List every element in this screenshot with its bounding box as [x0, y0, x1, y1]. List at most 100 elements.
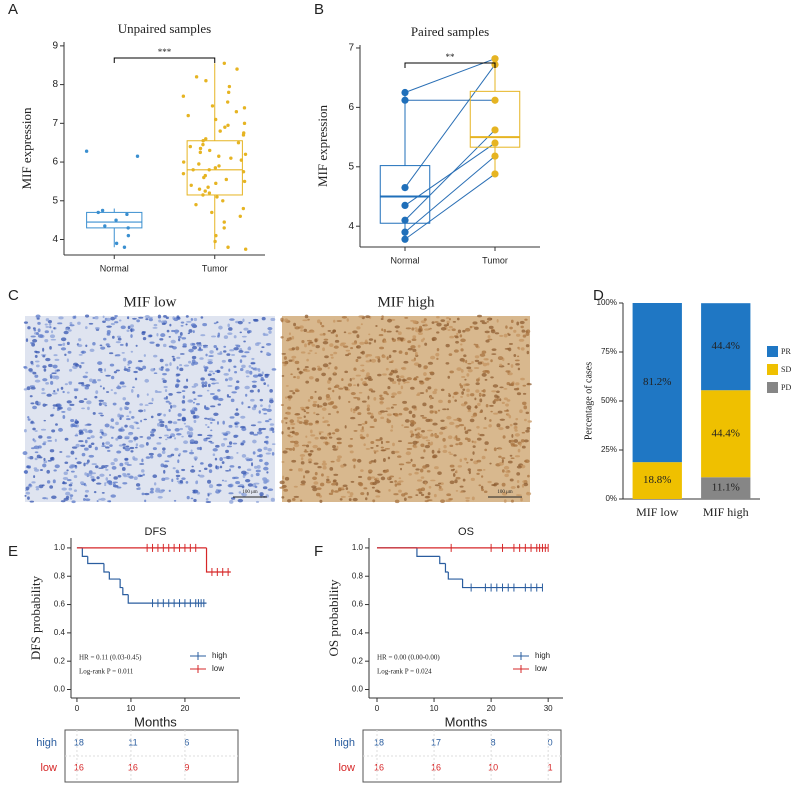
cell — [267, 327, 273, 331]
cell — [342, 484, 348, 488]
cell — [309, 341, 313, 344]
cell — [366, 404, 371, 409]
data-point — [214, 181, 218, 186]
cell — [80, 444, 86, 447]
cell — [521, 431, 526, 434]
data-point — [241, 170, 246, 174]
cell — [119, 407, 123, 411]
cell — [99, 436, 103, 439]
cell — [104, 423, 110, 428]
cell — [363, 443, 366, 447]
cell — [138, 316, 144, 319]
cell — [221, 461, 225, 465]
cell — [292, 447, 295, 452]
cell — [216, 483, 222, 487]
cell — [322, 465, 327, 470]
data-point — [401, 183, 409, 192]
cell — [249, 370, 253, 375]
cell — [190, 497, 194, 500]
cell — [240, 425, 246, 429]
cell — [35, 364, 40, 368]
cell — [314, 338, 318, 343]
cell — [163, 464, 169, 468]
cell — [422, 436, 426, 440]
cell — [482, 468, 486, 471]
cell — [176, 477, 179, 480]
panel-letter: A — [8, 1, 18, 18]
cell — [474, 359, 480, 363]
cell — [81, 452, 86, 457]
image-title: MIF low — [124, 294, 177, 310]
x-tick-label: MIF high — [703, 505, 749, 519]
cell — [150, 487, 154, 491]
cell — [338, 395, 341, 400]
data-point — [241, 133, 246, 137]
cell — [489, 462, 492, 465]
cell — [323, 338, 329, 341]
cell — [296, 416, 303, 420]
cell — [374, 480, 381, 484]
cell — [87, 406, 90, 411]
cell — [54, 375, 58, 378]
cell — [79, 364, 82, 369]
cell — [287, 434, 291, 437]
cell — [359, 341, 365, 345]
cell — [332, 405, 338, 409]
cell — [461, 391, 464, 395]
cell — [411, 338, 417, 342]
cell — [99, 385, 103, 388]
cell — [457, 465, 463, 468]
cell — [356, 334, 360, 339]
cell — [380, 440, 384, 445]
cell — [448, 451, 452, 454]
cell — [156, 442, 162, 445]
cell — [265, 440, 269, 445]
cell — [484, 369, 489, 372]
cell — [83, 398, 88, 400]
cell — [217, 389, 221, 392]
cell — [460, 338, 466, 343]
data-point — [186, 113, 190, 118]
cell — [350, 407, 353, 412]
cell — [55, 423, 58, 426]
cell — [283, 356, 287, 360]
cell — [424, 377, 430, 381]
cell — [289, 468, 293, 472]
cell — [189, 431, 194, 436]
cell — [281, 431, 284, 435]
cell — [379, 346, 385, 350]
cell — [189, 439, 195, 444]
cell — [60, 347, 67, 351]
cell — [52, 479, 56, 484]
cell — [488, 325, 494, 329]
data-point — [227, 84, 232, 89]
cell — [365, 355, 369, 358]
cell — [437, 409, 441, 412]
cell — [52, 364, 58, 369]
at-risk-count: 8 — [491, 737, 496, 747]
cell — [85, 371, 89, 374]
cell — [341, 378, 344, 381]
cell — [139, 444, 145, 448]
cell — [265, 342, 272, 346]
cell — [255, 469, 261, 473]
data-point — [198, 150, 203, 155]
cell — [433, 388, 438, 392]
cell — [126, 415, 130, 418]
cell — [340, 342, 347, 345]
cell — [266, 408, 272, 412]
cell — [470, 393, 475, 397]
cell — [372, 499, 376, 503]
cell — [404, 351, 409, 356]
cell — [182, 343, 187, 347]
cell — [289, 390, 294, 392]
p-text: Log-rank P = 0.024 — [377, 668, 432, 676]
cell — [254, 368, 261, 371]
significance-label: ** — [446, 52, 456, 62]
cell — [386, 419, 392, 424]
cell — [288, 348, 293, 351]
cell — [173, 437, 177, 440]
cell — [428, 485, 432, 489]
cell — [161, 477, 166, 482]
cell — [398, 463, 405, 466]
